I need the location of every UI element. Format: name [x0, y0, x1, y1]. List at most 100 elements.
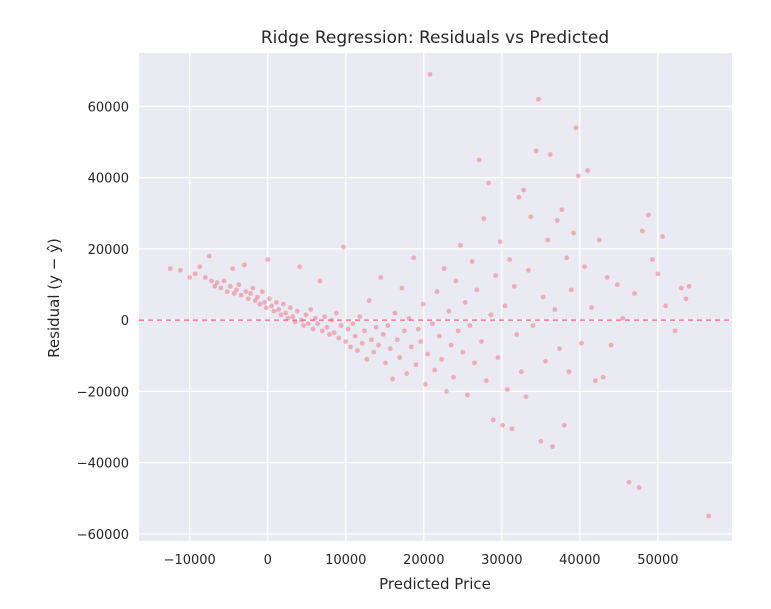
- scatter-point: [308, 307, 314, 312]
- scatter-point: [315, 321, 321, 327]
- scatter-point: [579, 340, 584, 346]
- scatter-point: [297, 264, 303, 270]
- scatter-point: [285, 315, 291, 321]
- scatter-point: [530, 323, 536, 328]
- scatter-point: [525, 267, 531, 273]
- scatter-point: [212, 283, 218, 289]
- scatter-point: [500, 422, 506, 428]
- scatter-point: [488, 312, 494, 318]
- scatter-point: [460, 349, 466, 355]
- scatter-point: [545, 237, 551, 243]
- scatter-point: [655, 271, 661, 277]
- chart-title: Ridge Regression: Residuals vs Predicted: [261, 28, 609, 48]
- scatter-point: [604, 275, 610, 280]
- scatter-point: [554, 218, 560, 223]
- scatter-point: [495, 355, 501, 360]
- scatter-point: [303, 312, 309, 318]
- scatter-point: [371, 349, 377, 355]
- scatter-point: [439, 356, 445, 362]
- scatter-point: [236, 282, 242, 287]
- scatter-point: [432, 367, 438, 373]
- scatter-point: [287, 305, 293, 311]
- scatter-point: [324, 324, 330, 330]
- scatter-point: [399, 285, 405, 291]
- scatter-point: [479, 339, 484, 344]
- scatter-point: [369, 337, 374, 343]
- scatter-point: [227, 283, 233, 289]
- scatter-point: [366, 298, 372, 303]
- scatter-point: [434, 289, 440, 295]
- scatter-point: [192, 271, 198, 277]
- scatter-point: [486, 180, 491, 186]
- scatter-point: [248, 291, 253, 296]
- scatter-point: [362, 328, 367, 334]
- scatter-point: [528, 214, 534, 220]
- scatter-point: [516, 194, 522, 200]
- scatter-point: [472, 360, 477, 366]
- scatter-point: [331, 330, 337, 336]
- scatter-point: [573, 125, 579, 131]
- scatter-point: [547, 152, 553, 157]
- scatter-point: [518, 369, 524, 375]
- scatter-point: [378, 275, 384, 280]
- scatter-point: [177, 267, 183, 273]
- scatter-point: [523, 394, 529, 400]
- scatter-point: [257, 301, 263, 307]
- scatter-point: [390, 376, 395, 382]
- scatter-point: [418, 339, 424, 344]
- scatter-point: [336, 335, 342, 341]
- scatter-point: [298, 317, 304, 323]
- scatter-point: [533, 148, 539, 154]
- scatter-point: [481, 216, 487, 222]
- scatter-point: [269, 303, 275, 309]
- scatter-point: [521, 187, 527, 193]
- scatter-point: [540, 294, 546, 300]
- scatter-point: [238, 292, 244, 298]
- grid-lines: [139, 53, 732, 541]
- scatter-point: [209, 278, 214, 284]
- scatter-point: [502, 303, 508, 309]
- scatter-point: [504, 387, 510, 393]
- scatter-point: [559, 207, 565, 213]
- scatter-point: [329, 317, 335, 323]
- scatter-point: [596, 237, 602, 243]
- scatter-point: [557, 346, 562, 352]
- scatter-point: [467, 323, 473, 328]
- scatter-point: [462, 299, 468, 305]
- scatter-point: [243, 289, 249, 295]
- scatter-point: [451, 374, 456, 380]
- scatter-point: [266, 296, 272, 302]
- scatter-point: [355, 348, 360, 353]
- scatter-point: [214, 280, 220, 286]
- scatter-point: [408, 344, 414, 350]
- scatter-point: [429, 321, 435, 327]
- scatter-point: [202, 275, 208, 280]
- scatter-point: [312, 315, 318, 321]
- scatter-point: [614, 282, 620, 287]
- scatter-point: [255, 294, 260, 300]
- scatter-point: [167, 266, 173, 271]
- scatter-point: [437, 333, 442, 339]
- scatter-point: [538, 438, 544, 444]
- scatter-point: [376, 342, 381, 348]
- scatter-point: [411, 255, 417, 261]
- scatter-point: [401, 328, 407, 334]
- scatter-point: [483, 378, 489, 384]
- scatter-points: [167, 71, 711, 519]
- scatter-point: [663, 303, 669, 309]
- scatter-point: [589, 305, 594, 311]
- scatter-point: [245, 296, 251, 302]
- scatter-point: [571, 230, 577, 236]
- scatter-point: [280, 301, 286, 307]
- x-tick-label: 10000: [325, 553, 366, 568]
- scatter-point: [338, 323, 344, 328]
- y-tick-label: −60000: [77, 528, 129, 543]
- scatter-point: [341, 244, 346, 250]
- scatter-point: [278, 312, 284, 318]
- scatter-point: [326, 332, 332, 337]
- scatter-point: [234, 287, 239, 293]
- scatter-point: [566, 369, 572, 375]
- scatter-point: [550, 444, 555, 450]
- scatter-point: [187, 275, 193, 280]
